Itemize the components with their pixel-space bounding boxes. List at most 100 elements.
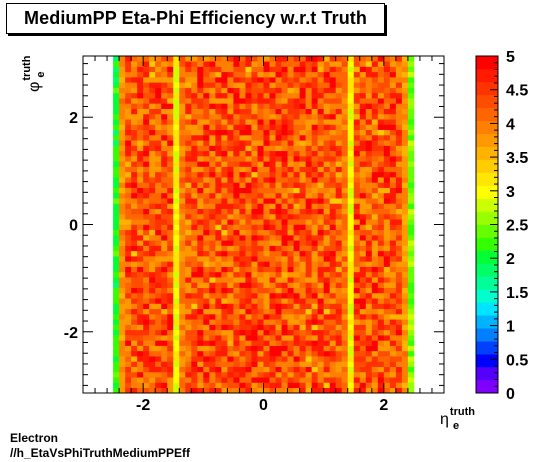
heatmap-cell	[353, 266, 361, 273]
heatmap-cell	[143, 113, 150, 120]
heatmap-cell	[293, 245, 300, 252]
heatmap-cell	[233, 324, 240, 331]
heatmap-cell	[305, 319, 312, 325]
heatmap-cell	[287, 129, 294, 136]
heatmap-cell	[359, 182, 367, 188]
heatmap-cell	[299, 382, 306, 389]
heatmap-cell	[203, 256, 210, 262]
heatmap-cell	[359, 119, 367, 125]
heatmap-cell	[209, 292, 216, 299]
heatmap-cell	[257, 340, 264, 346]
heatmap-cell	[341, 71, 349, 78]
heatmap-cell	[167, 292, 174, 299]
heatmap-cell	[131, 177, 138, 183]
heatmap-cell	[215, 166, 222, 173]
heatmap-cell	[185, 335, 192, 341]
heatmap-cell	[269, 203, 276, 210]
heatmap-cell	[293, 219, 300, 225]
heatmap-cell	[137, 77, 144, 83]
heatmap-cell	[383, 87, 391, 94]
heatmap-cell	[281, 292, 288, 299]
heatmap-cell	[239, 108, 246, 115]
heatmap-cell	[203, 77, 210, 83]
heatmap-cell	[395, 292, 403, 299]
heatmap-cell	[323, 292, 330, 299]
heatmap-cell	[323, 161, 330, 167]
heatmap-cell	[269, 145, 276, 152]
heatmap-cell	[311, 345, 318, 352]
heatmap-cell	[407, 240, 415, 246]
heatmap-cell	[245, 292, 252, 299]
heatmap-cell	[293, 208, 300, 215]
heatmap-cell	[203, 245, 210, 252]
heatmap-cell	[389, 240, 397, 246]
heatmap-cell	[161, 203, 168, 210]
heatmap-cell	[155, 377, 162, 383]
heatmap-cell	[287, 340, 294, 346]
heatmap-cell	[401, 287, 409, 294]
heatmap-cell	[365, 103, 373, 109]
heatmap-cell	[257, 192, 264, 199]
heatmap-cell	[365, 250, 373, 257]
heatmap-cell	[161, 235, 168, 241]
heatmap-cell	[137, 261, 144, 267]
heatmap-cell	[167, 240, 174, 246]
heatmap-cell	[215, 187, 222, 194]
heatmap-cell	[335, 108, 343, 115]
heatmap-cell	[131, 382, 138, 389]
heatmap-cell	[389, 308, 397, 315]
heatmap-cell	[383, 119, 391, 125]
heatmap-cell	[161, 119, 168, 125]
heatmap-cell	[245, 266, 252, 273]
heatmap-cell	[365, 187, 373, 194]
heatmap-cell	[155, 66, 162, 73]
heatmap-cell	[155, 382, 162, 389]
heatmap-cell	[329, 187, 336, 194]
heatmap-cell	[263, 161, 270, 167]
heatmap-cell	[365, 98, 373, 104]
heatmap-cell	[299, 124, 306, 131]
heatmap-cell	[305, 308, 312, 315]
heatmap-cell	[257, 140, 264, 146]
heatmap-cell	[407, 292, 415, 299]
palette-swatch	[476, 328, 498, 342]
heatmap-cell	[173, 329, 180, 336]
heatmap-cell	[185, 277, 192, 283]
heatmap-cell	[173, 256, 180, 262]
heatmap-cell	[383, 298, 391, 304]
heatmap-cell	[305, 287, 312, 294]
heatmap-cell	[197, 113, 204, 120]
heatmap-cell	[359, 298, 367, 304]
heatmap-cell	[323, 219, 330, 225]
heatmap-cell	[281, 266, 288, 273]
heatmap-cell	[155, 292, 162, 299]
heatmap-cell	[365, 161, 373, 167]
heatmap-cell	[185, 319, 192, 325]
heatmap-cell	[329, 382, 336, 389]
heatmap-cell	[299, 61, 306, 67]
heatmap-cell	[155, 319, 162, 325]
heatmap-cell	[209, 203, 216, 210]
heatmap-cell	[245, 203, 252, 210]
heatmap-cell	[191, 356, 198, 362]
heatmap-cell	[281, 235, 288, 241]
heatmap-cell	[215, 203, 222, 210]
heatmap-cell	[305, 108, 312, 115]
heatmap-cell	[383, 140, 391, 146]
heatmap-cell	[317, 119, 324, 125]
heatmap-cell	[143, 329, 150, 336]
heatmap-cell	[245, 329, 252, 336]
heatmap-cell	[323, 271, 330, 278]
heatmap-cell	[401, 98, 409, 104]
heatmap-cell	[323, 119, 330, 125]
heatmap-cell	[203, 140, 210, 146]
heatmap-cell	[137, 192, 144, 199]
heatmap-cell	[299, 329, 306, 336]
heatmap-cell	[143, 92, 150, 99]
heatmap-cell	[143, 303, 150, 310]
heatmap-cell	[347, 140, 355, 146]
heatmap-cell	[287, 66, 294, 73]
heatmap-cell	[239, 92, 246, 99]
heatmap-cell	[251, 329, 258, 336]
heatmap-cell	[137, 208, 144, 215]
